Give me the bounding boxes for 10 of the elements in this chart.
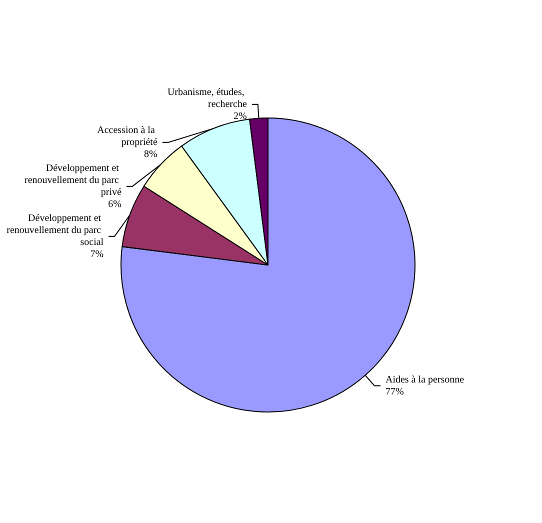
data-label: 6% [108,198,122,210]
data-label: 7% [90,248,104,260]
data-label: 8% [144,148,158,160]
slice-label: Développement et renouvellement du parc privé [24,162,122,198]
data-label: 77% [385,386,404,398]
slice-label: Urbanisme, études, recherche [167,86,248,110]
data-label: 2% [234,110,247,122]
slice-label: Accession à la propriété [97,124,158,148]
slice-label: Développement et renouvellement du parc social [6,212,104,248]
slice-label: Aides à la personne [385,374,465,386]
